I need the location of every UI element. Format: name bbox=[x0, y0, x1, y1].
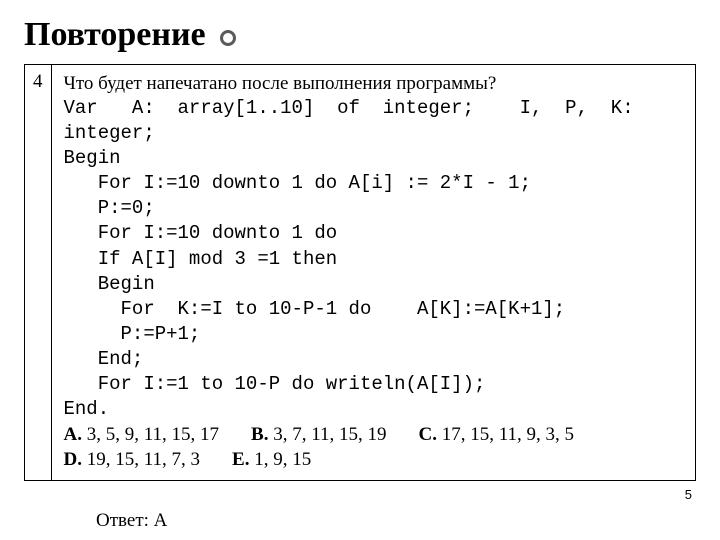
code-line: For I:=1 to 10-P do writeln(A[I]); bbox=[64, 372, 686, 397]
code-line: For I:=10 downto 1 do A[i] := 2*I - 1; bbox=[64, 171, 686, 196]
option-e-label: E. bbox=[232, 449, 249, 470]
option-b-label: B. bbox=[251, 424, 268, 445]
question-prompt: Что будет напечатано после выполнения пр… bbox=[64, 71, 686, 96]
page-number: 5 bbox=[685, 487, 692, 502]
slide-title: Повторение bbox=[24, 16, 206, 54]
answers-row-2: D. 19, 15, 11, 7, 3 E. 1, 9, 15 bbox=[64, 447, 686, 472]
code-line: End. bbox=[64, 397, 686, 422]
code-line: P:=0; bbox=[64, 196, 686, 221]
code-line: Begin bbox=[64, 272, 686, 297]
code-line: End; bbox=[64, 347, 686, 372]
option-e-text: 1, 9, 15 bbox=[249, 449, 311, 470]
code-line: For I:=10 downto 1 do bbox=[64, 221, 686, 246]
code-line: P:=P+1; bbox=[64, 322, 686, 347]
question-content: Что будет напечатано после выполнения пр… bbox=[52, 65, 696, 480]
option-a-text: 3, 5, 9, 11, 15, 17 bbox=[82, 424, 219, 445]
option-c-label: C. bbox=[419, 424, 437, 445]
option-c-text: 17, 15, 11, 9, 3, 5 bbox=[437, 424, 574, 445]
option-d: D. 19, 15, 11, 7, 3 bbox=[64, 447, 201, 472]
title-bullet-icon bbox=[220, 30, 236, 46]
answers-row-1: A. 3, 5, 9, 11, 15, 17 B. 3, 7, 11, 15, … bbox=[64, 422, 686, 447]
option-a-label: A. bbox=[64, 424, 82, 445]
code-line: For K:=I to 10-P-1 do A[K]:=A[K+1]; bbox=[64, 297, 686, 322]
answer-label: Ответ: A bbox=[96, 510, 167, 532]
option-b: B. 3, 7, 11, 15, 19 bbox=[251, 422, 386, 447]
option-a: A. 3, 5, 9, 11, 15, 17 bbox=[64, 422, 220, 447]
code-line: Begin bbox=[64, 146, 686, 171]
option-d-label: D. bbox=[64, 449, 82, 470]
question-number: 4 bbox=[25, 65, 52, 480]
code-line: integer; bbox=[64, 121, 686, 146]
option-e: E. 1, 9, 15 bbox=[232, 447, 311, 472]
option-d-text: 19, 15, 11, 7, 3 bbox=[82, 449, 200, 470]
option-b-text: 3, 7, 11, 15, 19 bbox=[268, 424, 386, 445]
question-box: 4 Что будет напечатано после выполнения … bbox=[24, 64, 696, 481]
option-c: C. 17, 15, 11, 9, 3, 5 bbox=[419, 422, 575, 447]
code-line: Var A: array[1..10] of integer; I, P, K: bbox=[64, 96, 686, 121]
code-line: If A[I] mod 3 =1 then bbox=[64, 247, 686, 272]
